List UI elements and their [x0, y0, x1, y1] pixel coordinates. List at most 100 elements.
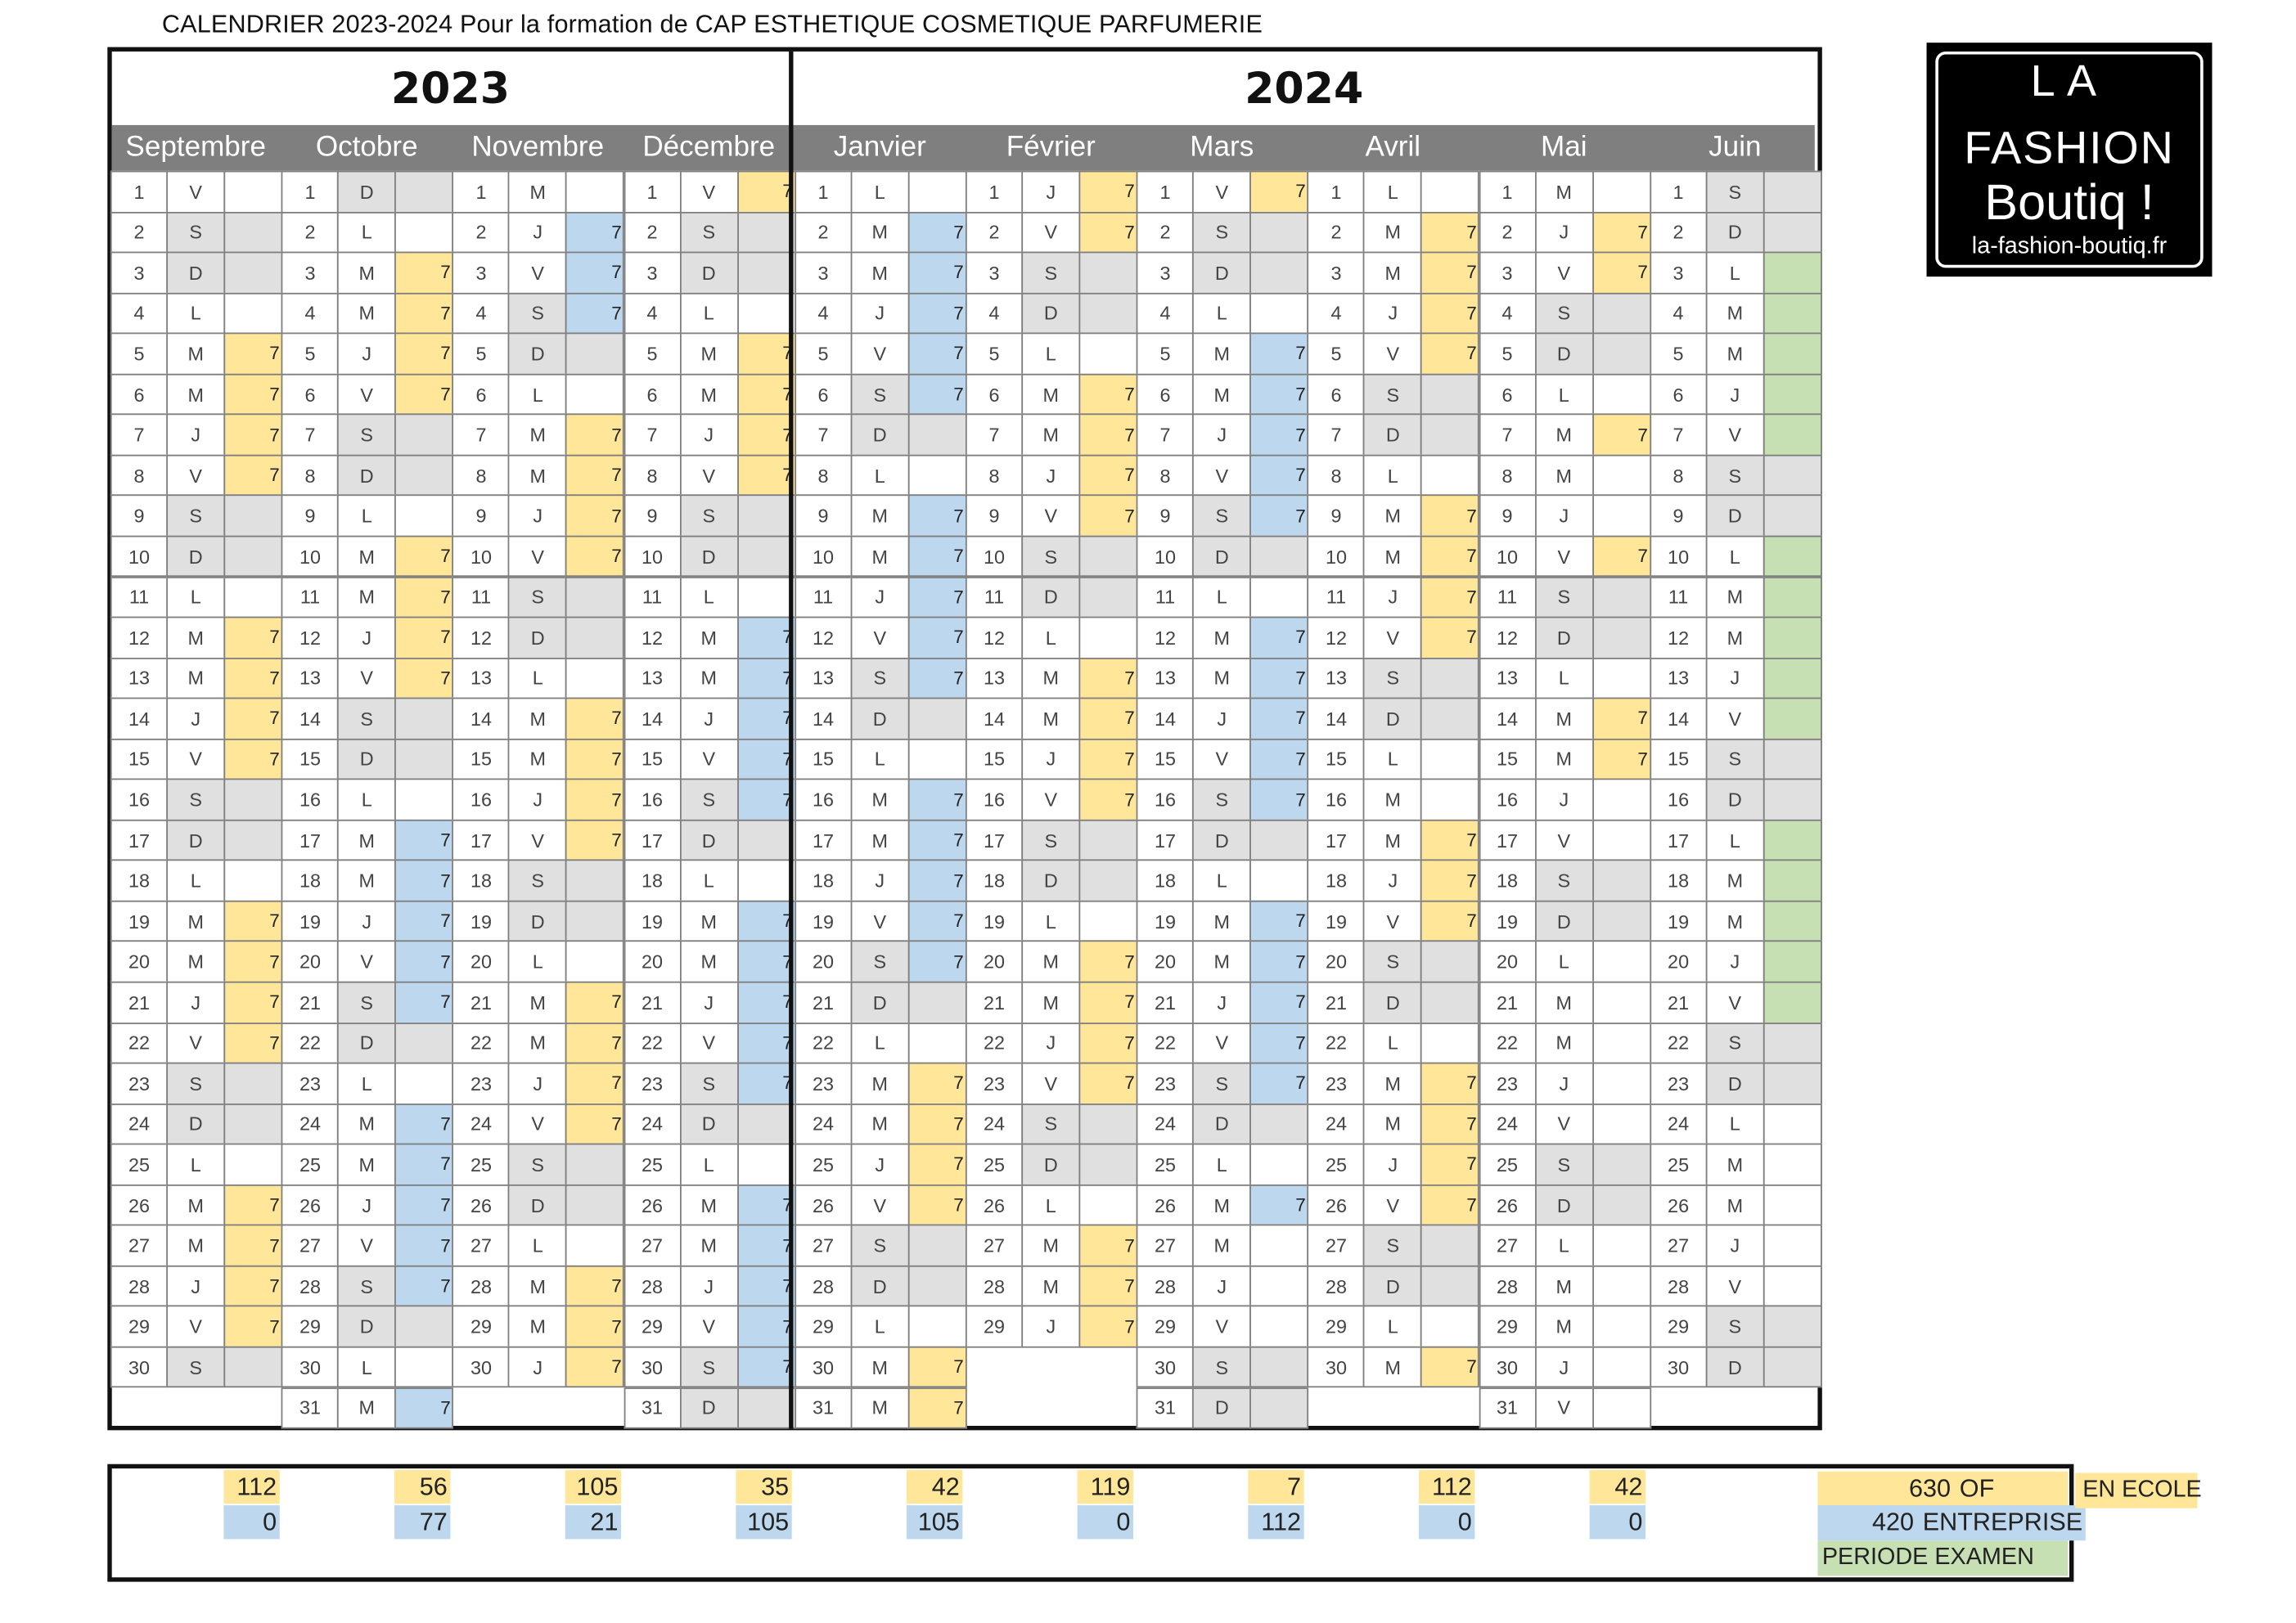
day-number: 7 — [965, 413, 1024, 456]
day-number: 15 — [965, 738, 1024, 780]
hours-cell — [1249, 1143, 1309, 1186]
day-number: 2 — [452, 211, 511, 254]
day-number: 5 — [110, 332, 169, 375]
hours-cell: 7 — [736, 1265, 796, 1307]
hours-cell — [223, 170, 283, 213]
weekday-letter: M — [1021, 373, 1081, 416]
day-number: 20 — [794, 941, 853, 983]
hours-cell — [1249, 1265, 1309, 1307]
weekday-letter: S — [1192, 778, 1252, 821]
day-number: 9 — [452, 495, 511, 537]
hours-cell: 7 — [565, 738, 625, 780]
weekday-letter: V — [1705, 697, 1765, 740]
day-number: 13 — [1478, 657, 1537, 699]
day-number: 12 — [965, 616, 1024, 659]
hours-cell — [394, 1062, 454, 1105]
day-number: 26 — [452, 1184, 511, 1226]
hours-cell — [1420, 1265, 1480, 1307]
hours-cell — [1763, 373, 1822, 416]
day-number: 26 — [1136, 1184, 1195, 1226]
hours-cell — [1420, 941, 1480, 983]
hours-cell: 7 — [736, 373, 796, 416]
page-title: CALENDRIER 2023-2024 Pour la formation d… — [161, 10, 1263, 38]
weekday-letter: M — [1021, 413, 1081, 456]
day-number: 5 — [281, 332, 340, 375]
day-number: 29 — [623, 1306, 682, 1348]
day-number: 2 — [1307, 211, 1366, 254]
day-number: 15 — [1649, 738, 1708, 780]
day-number: 28 — [965, 1265, 1024, 1307]
day-number: 10 — [110, 535, 169, 578]
hours-cell: 7 — [565, 778, 625, 821]
hours-cell — [1249, 1103, 1309, 1145]
hours-cell: 7 — [394, 981, 454, 1024]
weekday-letter: M — [850, 1346, 910, 1389]
day-number: 4 — [110, 292, 169, 335]
hours-cell: 7 — [565, 495, 625, 537]
day-number: 11 — [965, 576, 1024, 618]
hours-cell: 7 — [565, 1265, 625, 1307]
weekday-letter: V — [508, 819, 568, 861]
weekday-letter: J — [337, 1184, 397, 1226]
summary-entreprise-value: 21 — [565, 1505, 622, 1540]
day-number: 29 — [110, 1306, 169, 1348]
day-number: 23 — [1136, 1062, 1195, 1105]
weekday-letter: M — [166, 1184, 226, 1226]
hours-cell: 7 — [1420, 1062, 1480, 1105]
hours-cell — [1420, 1022, 1480, 1064]
weekday-letter: M — [337, 251, 397, 294]
hours-cell: 7 — [1249, 981, 1309, 1024]
weekday-letter: D — [337, 454, 397, 497]
day-number: 6 — [1136, 373, 1195, 416]
hours-cell: 7 — [394, 900, 454, 942]
day-number: 24 — [1478, 1103, 1537, 1145]
day-number: 16 — [1649, 778, 1708, 821]
weekday-letter: V — [337, 941, 397, 983]
weekday-letter: M — [1192, 1184, 1252, 1226]
hours-cell — [565, 860, 625, 902]
weekday-letter: L — [337, 495, 397, 537]
day-number: 14 — [1307, 697, 1366, 740]
weekday-letter: M — [850, 535, 910, 578]
weekday-letter: J — [679, 1265, 739, 1307]
weekday-letter: J — [850, 292, 910, 335]
weekday-letter: S — [508, 292, 568, 335]
day-number: 5 — [965, 332, 1024, 375]
day-number: 15 — [1136, 738, 1195, 780]
hours-cell — [907, 697, 967, 740]
weekday-letter: M — [337, 576, 397, 618]
day-number: 13 — [794, 657, 853, 699]
day-number: 27 — [1307, 1225, 1366, 1267]
day-number: 4 — [794, 292, 853, 335]
weekday-letter: J — [337, 900, 397, 942]
hours-cell — [223, 535, 283, 578]
day-number: 16 — [794, 778, 853, 821]
hours-cell — [907, 1022, 967, 1064]
hours-cell — [223, 211, 283, 254]
weekday-letter: L — [508, 1225, 568, 1267]
day-number: 9 — [794, 495, 853, 537]
day-number: 18 — [1478, 860, 1537, 902]
day-number: 4 — [965, 292, 1024, 335]
weekday-letter: M — [850, 251, 910, 294]
hours-cell — [223, 860, 283, 902]
day-number: 3 — [1307, 251, 1366, 294]
day-number: 11 — [1478, 576, 1537, 618]
day-number: 11 — [1136, 576, 1195, 618]
summary-ecole-value: 35 — [736, 1469, 792, 1504]
day-number: 3 — [1136, 251, 1195, 294]
hours-cell: 7 — [736, 981, 796, 1024]
hours-cell — [736, 292, 796, 335]
weekday-letter: V — [1705, 1265, 1765, 1307]
hours-cell: 7 — [394, 941, 454, 983]
weekday-letter: J — [1021, 454, 1081, 497]
hours-cell — [1420, 1225, 1480, 1267]
hours-cell: 7 — [565, 211, 625, 254]
hours-cell — [394, 738, 454, 780]
day-number: 24 — [794, 1103, 853, 1145]
hours-cell — [1763, 1346, 1822, 1389]
hours-cell — [1249, 1306, 1309, 1348]
hours-cell — [1249, 860, 1309, 902]
hours-cell: 7 — [907, 819, 967, 861]
hours-cell: 7 — [223, 1022, 283, 1064]
